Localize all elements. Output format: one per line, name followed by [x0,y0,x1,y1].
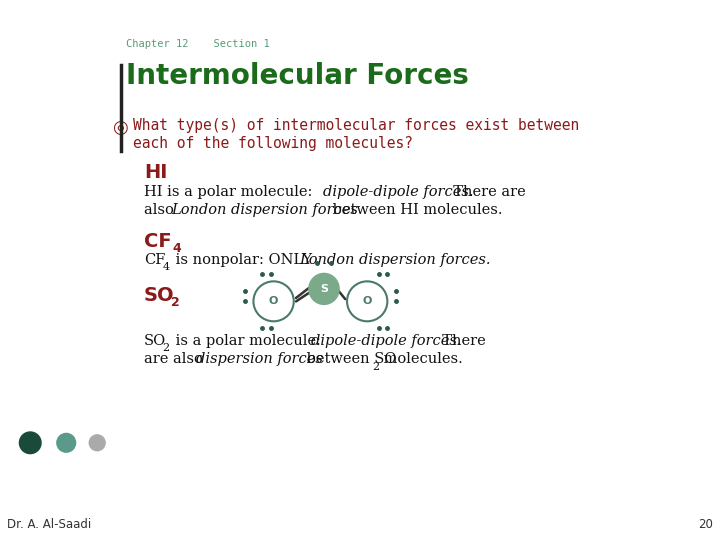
Text: HI: HI [144,163,167,182]
Text: 20: 20 [698,518,713,531]
Text: 4: 4 [163,262,170,273]
Text: dispersion forces: dispersion forces [196,352,323,366]
Text: There: There [433,334,486,348]
Text: Intermolecular Forces: Intermolecular Forces [126,62,469,90]
Ellipse shape [57,434,76,452]
Text: dipole-dipole forces.: dipole-dipole forces. [323,185,473,199]
Text: O: O [269,296,279,306]
Text: There are: There are [444,185,526,199]
Ellipse shape [19,432,41,454]
Text: HI is a polar molecule:: HI is a polar molecule: [144,185,317,199]
Text: SO: SO [144,334,166,348]
Text: molecules.: molecules. [379,352,463,366]
Ellipse shape [347,281,387,321]
Text: What type(s) of intermolecular forces exist between: What type(s) of intermolecular forces ex… [133,118,580,133]
Text: S: S [320,284,328,294]
Text: ◎: ◎ [112,119,127,137]
Text: is a polar molecule:: is a polar molecule: [171,334,326,348]
Text: is nonpolar: ONLY: is nonpolar: ONLY [171,253,317,267]
Ellipse shape [253,281,294,321]
Text: Chapter 12    Section 1: Chapter 12 Section 1 [126,39,270,49]
Text: O: O [362,296,372,306]
Text: are also: are also [144,352,207,366]
Text: CF: CF [144,232,171,251]
Text: dipole-dipole forces.: dipole-dipole forces. [311,334,462,348]
Text: CF: CF [144,253,166,267]
Text: each of the following molecules?: each of the following molecules? [133,136,413,151]
Text: between SO: between SO [302,352,396,366]
Text: 2: 2 [372,362,379,372]
Text: Dr. A. Al-Saadi: Dr. A. Al-Saadi [7,518,91,531]
Text: 4: 4 [173,242,181,255]
Ellipse shape [89,435,105,451]
Text: London dispersion forces: London dispersion forces [171,203,359,217]
Text: between HI molecules.: between HI molecules. [328,203,503,217]
Text: SO: SO [144,286,175,305]
Text: 2: 2 [171,296,180,309]
Ellipse shape [308,273,340,305]
Text: London dispersion forces.: London dispersion forces. [300,253,491,267]
Text: also: also [144,203,179,217]
Text: 2: 2 [163,343,170,354]
